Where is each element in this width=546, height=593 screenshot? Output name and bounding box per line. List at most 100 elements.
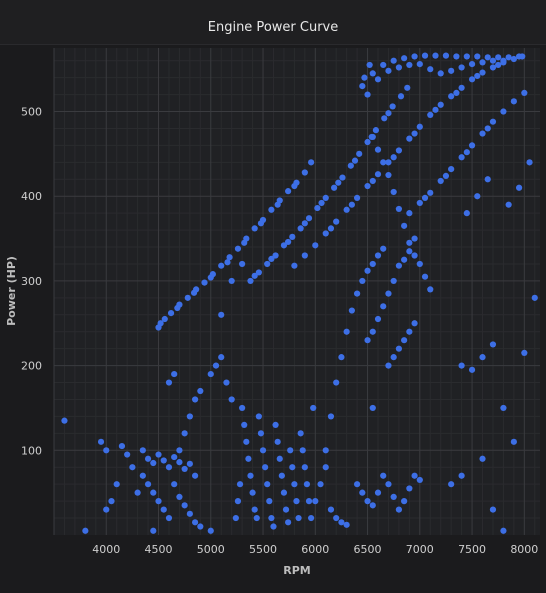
data-point	[327, 225, 335, 232]
data-point	[165, 514, 173, 522]
data-point	[395, 147, 403, 154]
data-point	[174, 304, 181, 312]
data-point	[510, 98, 517, 105]
data-point	[484, 176, 491, 183]
data-point	[191, 396, 199, 403]
chart-header: Engine Power Curve	[0, 0, 546, 45]
data-point	[201, 279, 208, 286]
data-point	[369, 133, 376, 141]
data-point	[218, 354, 225, 361]
data-point	[380, 159, 387, 166]
data-point	[103, 506, 110, 513]
plot-area	[54, 48, 540, 535]
data-point	[380, 61, 387, 69]
data-point	[232, 514, 239, 522]
x-tick-label: 6500	[354, 543, 382, 556]
y-axis-ticks: 100 200 300 400 500	[21, 106, 42, 458]
data-point	[395, 205, 403, 213]
data-point	[207, 274, 214, 281]
data-point	[380, 472, 387, 479]
data-point	[427, 66, 434, 73]
data-point	[385, 171, 392, 179]
data-point	[489, 341, 497, 348]
data-point	[161, 315, 168, 323]
data-point	[463, 149, 470, 156]
data-point	[228, 396, 235, 403]
data-point	[257, 220, 265, 227]
data-point	[333, 514, 340, 522]
data-point	[463, 210, 470, 217]
data-point	[364, 182, 371, 190]
data-point	[333, 379, 340, 386]
data-point	[495, 54, 502, 61]
data-point	[468, 142, 476, 149]
x-axis-ticks: 4000 4500 5000 5500 6000 6500 7000 7500 8000	[92, 543, 538, 556]
data-point	[291, 481, 298, 488]
data-point	[270, 523, 277, 530]
data-point	[479, 130, 486, 137]
data-point	[406, 248, 413, 255]
data-point	[245, 455, 252, 462]
data-point	[458, 362, 465, 369]
data-point	[251, 506, 258, 513]
data-point	[406, 210, 413, 217]
data-point	[458, 154, 465, 161]
data-point	[395, 64, 403, 71]
data-point	[453, 53, 460, 60]
x-tick-label: 7000	[406, 543, 434, 556]
x-tick-label: 7500	[458, 543, 486, 556]
data-point	[322, 194, 329, 202]
data-point	[223, 379, 230, 386]
data-point	[144, 481, 152, 488]
data-point	[406, 135, 413, 142]
data-point	[385, 290, 392, 297]
data-point	[236, 481, 244, 488]
data-point	[322, 230, 329, 237]
data-point	[406, 61, 413, 69]
data-point	[385, 362, 392, 369]
data-point	[374, 489, 382, 496]
data-point	[285, 238, 292, 246]
data-point	[171, 453, 178, 461]
data-point	[190, 289, 198, 296]
data-point	[421, 52, 429, 59]
data-point	[416, 60, 423, 68]
x-axis-title: RPM	[283, 564, 310, 577]
data-point	[308, 514, 315, 522]
data-point	[380, 303, 387, 310]
data-point	[401, 337, 408, 344]
data-point	[468, 60, 476, 68]
data-point	[338, 519, 345, 526]
data-point	[186, 510, 193, 517]
data-point	[427, 286, 434, 293]
data-point	[272, 421, 279, 428]
data-point	[479, 69, 486, 76]
data-point	[257, 430, 265, 437]
data-point	[369, 328, 376, 335]
data-point	[531, 294, 538, 301]
data-point	[160, 506, 167, 513]
data-point	[521, 89, 528, 96]
data-point	[479, 59, 486, 66]
data-point	[374, 171, 382, 178]
data-point	[312, 242, 319, 249]
data-point	[395, 506, 403, 513]
data-point	[510, 438, 517, 445]
data-point	[401, 55, 408, 62]
data-point	[416, 199, 423, 207]
data-point	[364, 138, 371, 146]
data-point	[427, 111, 434, 119]
data-point	[305, 215, 313, 222]
data-point	[251, 272, 258, 279]
data-point	[317, 481, 324, 488]
x-tick-label: 5000	[197, 543, 225, 556]
data-point	[453, 89, 460, 96]
data-point	[484, 54, 491, 61]
x-tick-label: 8000	[510, 543, 538, 556]
data-point	[421, 194, 429, 202]
data-point	[218, 262, 225, 269]
data-point	[301, 464, 308, 471]
data-point	[510, 55, 517, 63]
data-point	[359, 489, 366, 496]
data-point	[411, 53, 418, 60]
